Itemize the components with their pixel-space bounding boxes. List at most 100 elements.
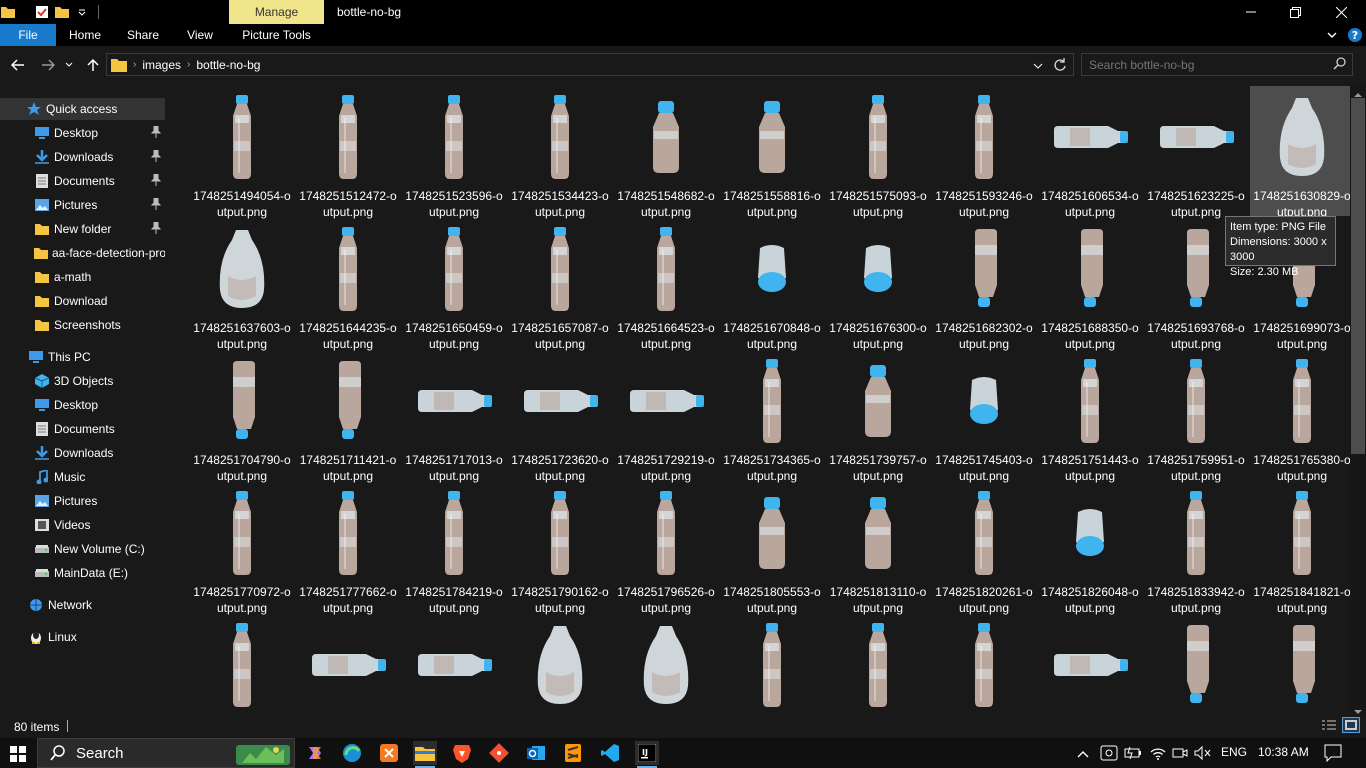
help-icon[interactable]: ? [1346, 24, 1364, 46]
tab-home[interactable]: Home [68, 28, 101, 42]
clock[interactable]: 10:38 AM [1258, 745, 1309, 759]
minimize-button[interactable] [1228, 0, 1274, 24]
sidebar-item-pc-downloads[interactable]: Downloads [0, 442, 165, 464]
file-tile[interactable]: 1748251796526-o utput.png [614, 482, 718, 615]
file-tile[interactable]: 1748251729219-o utput.png [614, 350, 718, 483]
sidebar-item-new-folder[interactable]: New folder [0, 218, 165, 240]
file-tile[interactable]: 1748251630829-o utput.png [1250, 86, 1350, 219]
battery-icon[interactable] [1124, 745, 1142, 764]
file-tile[interactable]: 1748251512472-o utput.png [296, 86, 400, 219]
file-tile[interactable]: 1748251765380-o utput.png [1250, 350, 1350, 483]
outlook-icon[interactable] [524, 741, 548, 765]
file-tile[interactable]: 1748251805553-o utput.png [720, 482, 824, 615]
tab-view[interactable]: View [187, 28, 213, 42]
file-tile[interactable] [720, 614, 824, 714]
sidebar-item-pc-3d-objects[interactable]: 3D Objects [0, 370, 165, 392]
tab-manage[interactable]: Manage [229, 0, 324, 24]
vscode-icon[interactable] [598, 741, 622, 765]
file-tile[interactable] [1038, 614, 1142, 714]
pin-icon[interactable] [150, 197, 162, 213]
file-tile[interactable]: 1748251826048-o utput.png [1038, 482, 1142, 615]
pin-icon[interactable] [150, 221, 162, 237]
file-tile[interactable]: 1748251711421-o utput.png [296, 350, 400, 483]
properties-icon[interactable] [34, 4, 50, 20]
restore-button[interactable] [1272, 0, 1318, 24]
sidebar-item-network[interactable]: Network [0, 594, 165, 616]
file-tile[interactable]: 1748251670848-o utput.png [720, 218, 824, 351]
file-tile[interactable]: 1748251593246-o utput.png [932, 86, 1036, 219]
file-tile[interactable]: 1748251813110-o utput.png [826, 482, 930, 615]
wifi-icon[interactable] [1150, 745, 1166, 764]
new-folder-icon[interactable] [54, 4, 70, 20]
pin-icon[interactable] [150, 125, 162, 141]
file-tile[interactable] [296, 614, 400, 714]
brave-icon[interactable] [450, 741, 474, 765]
taskbar-search[interactable]: Search [37, 738, 295, 768]
sidebar-item-download[interactable]: Download [0, 290, 165, 312]
folder-icon[interactable] [0, 4, 16, 20]
file-tile[interactable]: 1748251790162-o utput.png [508, 482, 612, 615]
file-tile[interactable]: 1748251820261-o utput.png [932, 482, 1036, 615]
tab-share[interactable]: Share [126, 28, 160, 42]
sidebar-item-screenshots[interactable]: Screenshots [0, 314, 165, 336]
scroll-thumb[interactable] [1351, 98, 1365, 454]
file-tile[interactable] [932, 614, 1036, 714]
file-tile[interactable]: 1748251833942-o utput.png [1144, 482, 1248, 615]
file-explorer-icon[interactable] [413, 741, 437, 765]
sidebar-item-aa-face-detection-pro[interactable]: aa-face-detection-pro [0, 242, 165, 264]
sublime-text-icon[interactable] [561, 741, 585, 765]
file-tile[interactable] [190, 614, 294, 714]
sidebar-item-pc-new-volume-c[interactable]: New Volume (C:) [0, 538, 165, 560]
pin-icon[interactable] [150, 173, 162, 189]
file-tile[interactable] [826, 614, 930, 714]
details-view-icon[interactable] [1322, 719, 1336, 734]
file-tile[interactable]: 1748251682302-o utput.png [932, 218, 1036, 351]
file-tile[interactable]: 1748251751443-o utput.png [1038, 350, 1142, 483]
sidebar-item-quick-access[interactable]: Quick access [0, 98, 165, 120]
file-tile[interactable]: 1748251494054-o utput.png [190, 86, 294, 219]
file-tile[interactable]: 1748251759951-o utput.png [1144, 350, 1248, 483]
file-tile[interactable]: 1748251575093-o utput.png [826, 86, 930, 219]
sidebar-item-pc-documents[interactable]: Documents [0, 418, 165, 440]
chevron-up-icon[interactable] [1077, 747, 1089, 761]
edge-icon[interactable] [340, 741, 364, 765]
sidebar-item-pc-videos[interactable]: Videos [0, 514, 165, 536]
sidebar-item-downloads[interactable]: Downloads [0, 146, 165, 168]
close-button[interactable] [1318, 0, 1364, 24]
sidebar-item-pc-maindata-e[interactable]: MainData (E:) [0, 562, 165, 584]
breadcrumb-separator[interactable]: › [187, 59, 191, 70]
file-tile[interactable]: 1748251704790-o utput.png [190, 350, 294, 483]
sidebar-item-this-pc[interactable]: This PC [0, 346, 165, 368]
search-box[interactable] [1081, 53, 1353, 76]
tab-picture-tools[interactable]: Picture Tools [242, 28, 311, 42]
sidebar-item-pictures[interactable]: Pictures [0, 194, 165, 216]
chevron-down-icon[interactable] [1322, 24, 1342, 46]
file-tile[interactable]: 1748251664523-o utput.png [614, 218, 718, 351]
file-tile[interactable]: 1748251548682-o utput.png [614, 86, 718, 219]
xampp-icon[interactable] [377, 741, 401, 765]
file-tile[interactable]: 1748251734365-o utput.png [720, 350, 824, 483]
pin-icon[interactable] [150, 149, 162, 165]
tab-file[interactable]: File [0, 24, 56, 46]
chevron-down-icon[interactable] [1033, 59, 1043, 73]
search-icon[interactable] [1333, 57, 1346, 73]
search-input[interactable] [1082, 54, 1322, 75]
file-tile[interactable] [1144, 614, 1248, 714]
file-tile[interactable]: 1748251657087-o utput.png [508, 218, 612, 351]
file-tile[interactable]: 1748251558816-o utput.png [720, 86, 824, 219]
file-tile[interactable] [1250, 614, 1350, 714]
file-tile[interactable]: 1748251637603-o utput.png [190, 218, 294, 351]
sidebar-item-desktop[interactable]: Desktop [0, 122, 165, 144]
file-tile[interactable]: 1748251606534-o utput.png [1038, 86, 1142, 219]
git-icon[interactable] [487, 741, 511, 765]
scroll-down-icon[interactable] [1354, 704, 1362, 718]
file-tile[interactable]: 1748251650459-o utput.png [402, 218, 506, 351]
sidebar-item-documents[interactable]: Documents [0, 170, 165, 192]
file-tile[interactable]: 1748251745403-o utput.png [932, 350, 1036, 483]
file-tile[interactable]: 1748251784219-o utput.png [402, 482, 506, 615]
windows-start-icon[interactable] [10, 746, 26, 765]
scroll-up-icon[interactable] [1354, 87, 1362, 101]
address-bar[interactable]: › images › bottle-no-bg [106, 53, 1074, 76]
file-tile[interactable]: 1748251777662-o utput.png [296, 482, 400, 615]
sidebar-item-pc-pictures[interactable]: Pictures [0, 490, 165, 512]
